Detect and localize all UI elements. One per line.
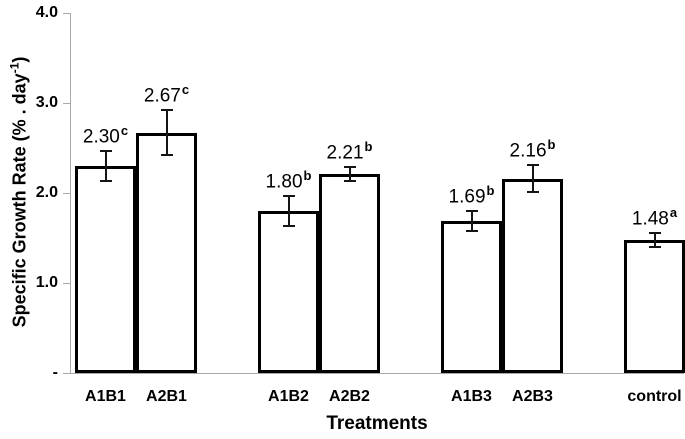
error-bar-top-cap-A1B2 <box>282 194 295 197</box>
value-label-control: 1.48a <box>632 205 677 230</box>
x-axis-line <box>70 373 684 374</box>
error-bar-top-cap-A2B3 <box>526 164 539 167</box>
value-label-A1B2: 1.80b <box>266 168 312 193</box>
sig-letter-A2B3: b <box>547 137 556 153</box>
x-category-label-control: control <box>627 388 682 405</box>
sig-letter-A2B2: b <box>364 138 373 154</box>
error-bar-bottom-cap-A2B1 <box>160 154 173 157</box>
y-axis-title-close: ) <box>9 56 30 63</box>
x-category-label-A1B1: A1B1 <box>85 388 126 405</box>
value-text-A1B3: 1.69 <box>448 186 486 208</box>
y-axis-title-superscript: -1 <box>7 62 22 74</box>
x-category-label-A2B3: A2B3 <box>512 388 553 405</box>
error-bar-top-cap-control <box>648 231 661 234</box>
error-bar-control <box>653 232 656 247</box>
y-tick-label-2.0: 2.0 <box>35 184 58 201</box>
y-axis-line <box>70 13 71 373</box>
error-bar-A2B2 <box>348 166 351 182</box>
y-tick-label-3.0: 3.0 <box>35 94 58 111</box>
y-tick-4.0 <box>63 13 70 14</box>
value-label-A2B3: 2.16b <box>510 137 556 162</box>
value-text-A1B1: 2.30 <box>82 126 120 148</box>
y-tick-label--: - <box>52 364 58 381</box>
error-bar-A1B2 <box>287 195 290 227</box>
error-bar-A2B1 <box>165 110 168 156</box>
value-text-A2B3: 2.16 <box>509 140 547 162</box>
bar-A2B3 <box>502 178 563 373</box>
value-text-control: 1.48 <box>631 207 669 229</box>
value-text-A2B1: 2.67 <box>143 85 181 107</box>
sig-letter-A2B1: c <box>181 82 190 98</box>
value-label-A2B2: 2.21b <box>327 139 373 164</box>
error-bar-bottom-cap-A2B2 <box>343 180 356 183</box>
error-bar-bottom-cap-control <box>648 246 661 248</box>
y-tick-label-1.0: 1.0 <box>35 274 58 291</box>
sig-letter-A1B2: b <box>303 167 312 183</box>
y-tick-1.0 <box>63 283 70 284</box>
error-bar-A1B1 <box>104 150 107 182</box>
error-bar-bottom-cap-A1B3 <box>465 229 478 232</box>
x-category-label-A2B1: A2B1 <box>146 388 187 405</box>
error-bar-top-cap-A2B2 <box>343 165 356 168</box>
error-bar-A2B3 <box>531 165 534 193</box>
error-bar-bottom-cap-A1B1 <box>99 180 112 183</box>
error-bar-top-cap-A1B1 <box>99 149 112 152</box>
y-tick-3.0 <box>63 103 70 104</box>
value-label-A1B3: 1.69b <box>449 183 495 208</box>
bar-A1B3 <box>441 220 502 373</box>
sig-letter-A1B3: b <box>486 183 495 198</box>
x-category-label-A1B3: A1B3 <box>451 388 492 405</box>
error-bar-A1B3 <box>470 211 473 231</box>
y-tick-- <box>63 373 70 374</box>
bar-A1B2 <box>258 211 319 373</box>
bar-A1B1 <box>75 166 136 373</box>
bar-control <box>624 239 685 373</box>
bar-A2B2 <box>319 174 380 373</box>
value-text-A2B2: 2.21 <box>326 142 364 164</box>
error-bar-bottom-cap-A2B3 <box>526 191 539 194</box>
y-tick-2.0 <box>63 193 70 194</box>
sig-letter-control: a <box>669 204 678 220</box>
x-axis-title: Treatments <box>326 413 428 434</box>
x-category-label-A2B2: A2B2 <box>329 388 370 405</box>
value-text-A1B2: 1.80 <box>265 171 303 193</box>
error-bar-top-cap-A1B3 <box>465 210 478 212</box>
value-label-A1B1: 2.30c <box>83 123 128 148</box>
error-bar-top-cap-A2B1 <box>160 109 173 112</box>
x-category-label-A1B2: A1B2 <box>268 388 309 405</box>
bar-A2B1 <box>136 132 197 373</box>
error-bar-bottom-cap-A1B2 <box>282 225 295 228</box>
y-tick-label-4.0: 4.0 <box>35 4 58 21</box>
value-label-A2B1: 2.67c <box>144 82 189 107</box>
sig-letter-A1B1: c <box>120 122 129 138</box>
